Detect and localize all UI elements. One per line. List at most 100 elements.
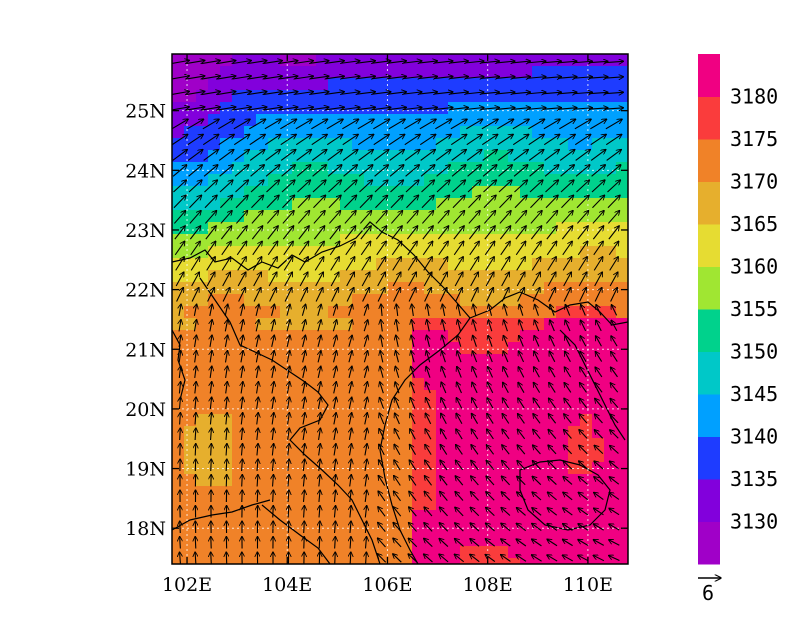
field-cell xyxy=(568,150,581,163)
wind-vector-arrow xyxy=(543,134,559,146)
field-cell xyxy=(616,114,628,127)
field-cell xyxy=(388,354,401,367)
field-cell xyxy=(544,474,557,487)
field-cell xyxy=(268,198,281,211)
field-cell xyxy=(364,342,377,355)
wind-vector-arrow xyxy=(449,107,469,109)
field-cell xyxy=(268,474,281,487)
wind-vector-arrow xyxy=(319,521,320,534)
field-cell xyxy=(376,498,389,511)
field-cell xyxy=(184,126,197,139)
border-line xyxy=(172,499,271,531)
wind-vector-arrow xyxy=(481,134,497,146)
field-cell xyxy=(196,510,209,523)
field-cell xyxy=(616,546,628,559)
field-cell xyxy=(424,450,437,463)
field-cell xyxy=(340,138,353,151)
wind-vector-arrow xyxy=(294,61,314,64)
wind-vector-arrow xyxy=(604,77,624,78)
field-cell xyxy=(424,222,437,235)
field-cell xyxy=(376,306,389,319)
field-cell xyxy=(616,138,628,151)
field-cell xyxy=(556,558,569,564)
wind-vector-arrow xyxy=(418,107,438,109)
field-cell xyxy=(364,402,377,415)
wind-vector-arrow xyxy=(294,107,314,110)
wind-vector-arrow xyxy=(480,92,500,94)
field-cell xyxy=(424,366,437,379)
field-cell xyxy=(304,522,317,535)
field-cell xyxy=(184,558,197,564)
field-cell xyxy=(364,462,377,475)
field-cell xyxy=(616,78,628,91)
wind-vector-arrow xyxy=(511,77,531,79)
field-cell xyxy=(172,126,185,139)
field-cell xyxy=(484,90,497,103)
field-cell xyxy=(412,198,425,211)
field-cell xyxy=(280,222,293,235)
wind-vector-arrow xyxy=(187,119,203,130)
field-cell xyxy=(460,558,473,564)
field-cell xyxy=(316,438,329,451)
field-cell xyxy=(472,486,485,499)
field-cell xyxy=(556,126,569,139)
field-cell xyxy=(196,414,209,427)
field-cell xyxy=(592,450,605,463)
field-cell xyxy=(400,426,413,439)
field-cell xyxy=(208,138,221,151)
field-cell xyxy=(508,294,521,307)
colorbar-label: 3130 xyxy=(730,510,778,534)
field-cell xyxy=(196,426,209,439)
wind-vector-arrow xyxy=(195,428,196,441)
field-cell xyxy=(340,354,353,367)
field-cell xyxy=(304,438,317,451)
field-cell xyxy=(412,318,425,331)
field-cell xyxy=(268,426,281,439)
field-cell xyxy=(292,378,305,391)
field-cell xyxy=(244,462,257,475)
field-cell xyxy=(460,138,473,151)
field-cell xyxy=(412,402,425,415)
field-cell xyxy=(196,438,209,451)
field-cell xyxy=(436,246,449,259)
field-cell xyxy=(184,486,197,499)
field-cell xyxy=(184,78,197,91)
field-cell xyxy=(448,198,461,211)
field-cell xyxy=(220,54,233,67)
field-cell xyxy=(496,510,509,523)
field-cell xyxy=(208,306,221,319)
field-cell xyxy=(328,174,341,187)
field-cell xyxy=(388,114,401,127)
wind-vector-arrow xyxy=(588,77,608,78)
field-cell xyxy=(496,330,509,343)
wind-vector-arrow xyxy=(418,76,438,78)
field-cell xyxy=(604,450,617,463)
field-cell xyxy=(460,366,473,379)
field-cell xyxy=(352,270,365,283)
wind-vector-arrow xyxy=(341,107,360,110)
field-cell xyxy=(484,234,497,247)
field-cell xyxy=(484,198,497,211)
wind-vector-arrow xyxy=(511,61,531,63)
field-cell xyxy=(436,414,449,427)
wind-vector-arrow xyxy=(248,76,267,79)
field-cell xyxy=(400,510,413,523)
field-cell xyxy=(352,390,365,403)
field-cell xyxy=(376,198,389,211)
field-cell xyxy=(268,558,281,564)
field-cell xyxy=(232,222,245,235)
colorbar-label: 3140 xyxy=(730,425,778,449)
field-cell xyxy=(196,546,209,559)
field-cell xyxy=(532,402,545,415)
wind-vector-arrow xyxy=(480,108,500,110)
field-cell xyxy=(448,282,461,295)
wind-vector-arrow xyxy=(279,107,298,110)
field-cell xyxy=(544,354,557,367)
wind-vector-arrow xyxy=(511,92,531,94)
field-cell xyxy=(604,354,617,367)
field-cell xyxy=(400,342,413,355)
field-cell xyxy=(244,294,257,307)
field-cell xyxy=(316,558,329,564)
wind-vector-arrow xyxy=(526,77,546,79)
wind-vector-arrow xyxy=(172,107,190,111)
